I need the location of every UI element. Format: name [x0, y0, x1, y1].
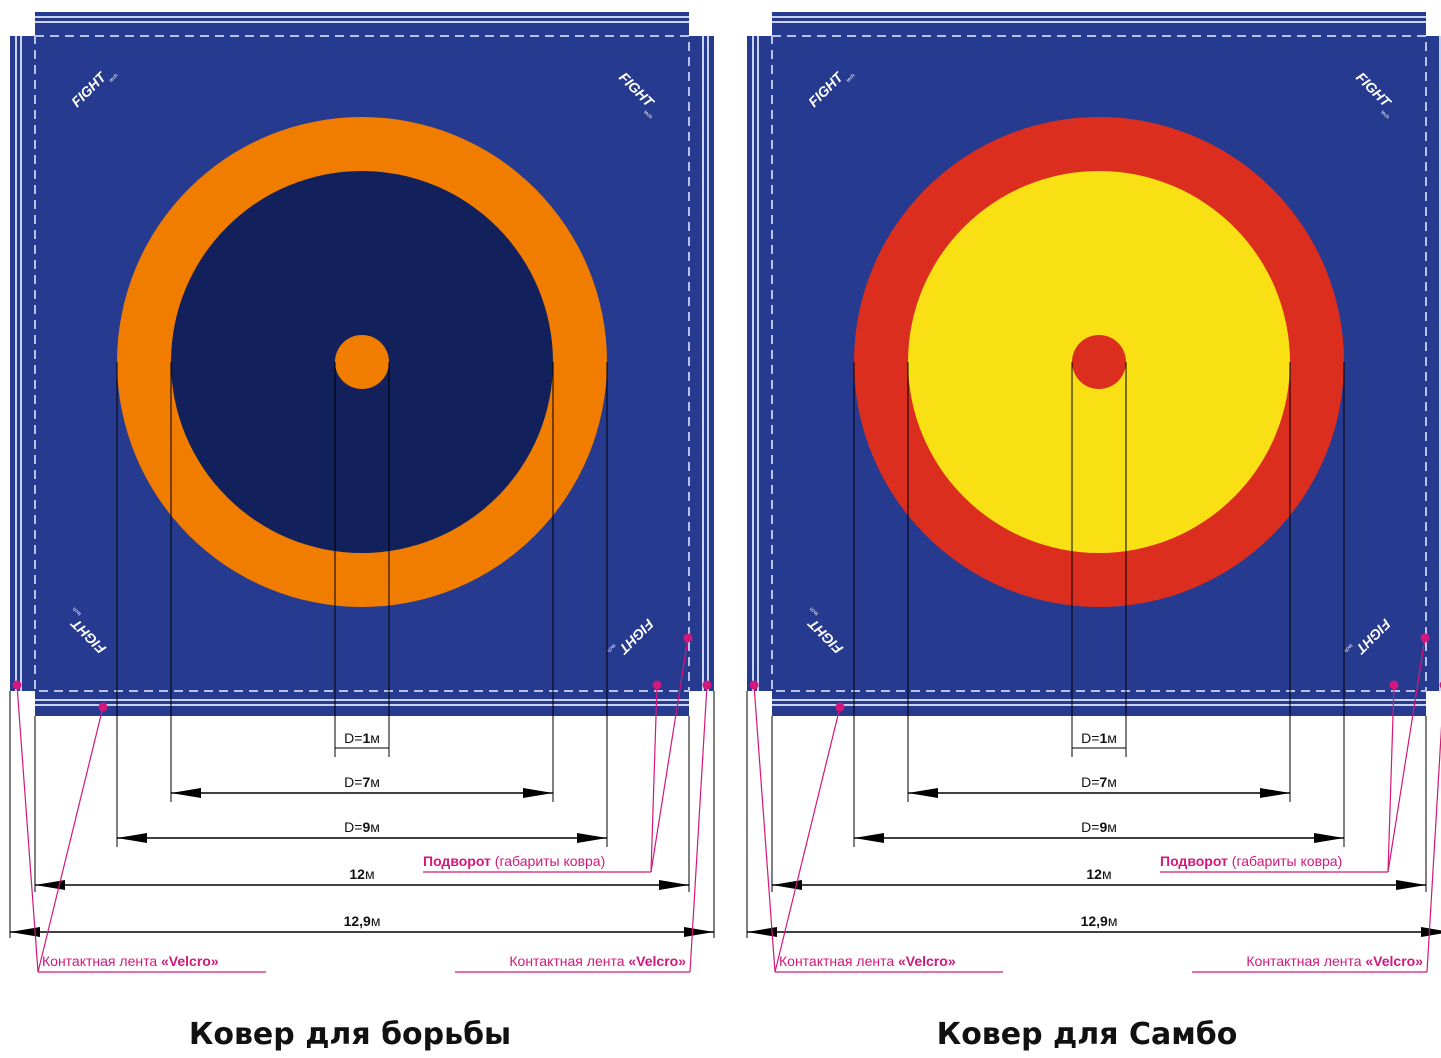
fold-label-bold: Подворот	[1160, 853, 1228, 869]
velcro-label-left: Контактная лента «Velcro»	[779, 953, 956, 969]
dim-label-129: 12,9м	[344, 913, 381, 929]
fold-label-rest: (габариты ковра)	[491, 853, 605, 869]
dim-label-d7-prefix: D=	[344, 774, 362, 790]
callouts: Подворот (габариты ковра) Контактная лент…	[749, 633, 1441, 973]
dim-label-d1-unit: м	[1107, 730, 1117, 746]
dim-label-d9-value: 9	[362, 819, 370, 835]
dim-label-d9-prefix: D=	[344, 819, 362, 835]
fold-leader-2	[650, 637, 689, 873]
velcro-right-leader	[689, 684, 708, 973]
velcro-left-rest: Контактная лента	[42, 953, 161, 969]
velcro-left-point-1	[12, 680, 22, 690]
mat-diagram-wrestling: FIGHT tech FIGHTtechFIGHTtechFIGHTtechD=1м…	[9, 12, 715, 1052]
dim-label-d1-unit: м	[370, 730, 380, 746]
logo-suffix: tech	[1379, 109, 1390, 120]
velcro-left-point-1	[749, 680, 759, 690]
dim-label-d1: D=1м	[344, 730, 380, 746]
velcro-left-rest: Контактная лента	[779, 953, 898, 969]
dashed-border	[34, 35, 690, 692]
fold-point-1	[1389, 680, 1399, 690]
velcro-right-bold: «Velcro»	[1365, 953, 1423, 969]
dim-label-12-value: 12	[1086, 866, 1102, 882]
velcro-left-leader-1	[753, 684, 776, 973]
dim-label-d7: D=7м	[1081, 774, 1117, 790]
logo-suffix: tech	[1342, 642, 1353, 653]
velcro-right-leader	[1426, 725, 1441, 973]
dim-label-d9-value: 9	[1099, 819, 1107, 835]
callouts: Подворот (габариты ковра) Контактная лент…	[12, 633, 712, 973]
velcro-label-left: Контактная лента «Velcro»	[42, 953, 219, 969]
fold-point-2	[1420, 633, 1430, 643]
extension-lines	[746, 362, 1427, 938]
dim-label-d9-prefix: D=	[1081, 819, 1099, 835]
velcro-right-rest: Контактная лента	[509, 953, 628, 969]
dim-label-129-value: 12,9	[344, 913, 371, 929]
dim-label-d7-value: 7	[362, 774, 370, 790]
velcro-right-bold: «Velcro»	[628, 953, 686, 969]
extension-lines	[9, 362, 715, 938]
fold-point-1	[652, 680, 662, 690]
dim-label-12: 12м	[1086, 866, 1111, 882]
dim-label-d9-unit: м	[370, 819, 380, 835]
dim-label-d7-prefix: D=	[1081, 774, 1099, 790]
fold-leader-2	[1387, 637, 1426, 873]
logo-suffix: tech	[72, 605, 83, 616]
dimension-lines	[10, 747, 714, 937]
dim-label-d7-value: 7	[1099, 774, 1107, 790]
dim-label-12: 12м	[349, 866, 374, 882]
center-dot-1m	[1072, 335, 1126, 389]
mat-caption: Ковер для Самбо	[937, 1017, 1238, 1052]
dim-label-d1-prefix: D=	[1081, 730, 1099, 746]
dim-label-d9: D=9м	[344, 819, 380, 835]
velcro-left-point-2	[98, 702, 108, 712]
dim-label-129-unit: м	[371, 913, 381, 929]
velcro-right-point	[702, 680, 712, 690]
dim-label-d1-prefix: D=	[344, 730, 362, 746]
fold-label: Подворот (габариты ковра)	[1160, 853, 1342, 869]
fold-stripes	[15, 16, 709, 706]
logo-suffix: tech	[809, 605, 820, 616]
dashed-border	[771, 35, 1427, 692]
dim-label-129: 12,9м	[1081, 913, 1118, 929]
dim-label-d9-unit: м	[1107, 819, 1117, 835]
mat-diagram-sambo: FIGHT tech FIGHTtechFIGHTtechFIGHTtechD=1м…	[746, 12, 1441, 1052]
dim-label-129-unit: м	[1108, 913, 1118, 929]
velcro-label-right: Контактная лента «Velcro»	[1246, 953, 1423, 969]
dim-label-d1: D=1м	[1081, 730, 1117, 746]
fold-label-bold: Подворот	[423, 853, 491, 869]
dim-label-d1-value: 1	[1099, 730, 1107, 746]
dim-label-12-unit: м	[365, 866, 375, 882]
dim-label-d7-unit: м	[1107, 774, 1117, 790]
dimension-lines	[747, 747, 1441, 937]
fold-point-2	[683, 633, 693, 643]
velcro-left-leader-2	[37, 706, 104, 973]
velcro-left-leader-2	[774, 706, 841, 973]
velcro-label-right: Контактная лента «Velcro»	[509, 953, 686, 969]
center-dot-1m	[335, 335, 389, 389]
logo-suffix: tech	[642, 109, 653, 120]
fold-label-rest: (габариты ковра)	[1228, 853, 1342, 869]
mat-caption: Ковер для борьбы	[189, 1017, 511, 1052]
logo-suffix: tech	[108, 73, 119, 84]
velcro-right-rest: Контактная лента	[1246, 953, 1365, 969]
logo-suffix: tech	[845, 73, 856, 84]
dim-label-d7-unit: м	[370, 774, 380, 790]
dim-label-12-value: 12	[349, 866, 365, 882]
velcro-left-leader-1	[16, 684, 39, 973]
logo-suffix: tech	[605, 642, 616, 653]
velcro-left-bold: «Velcro»	[898, 953, 956, 969]
dim-label-12-unit: м	[1102, 866, 1112, 882]
velcro-left-bold: «Velcro»	[161, 953, 219, 969]
dim-label-129-value: 12,9	[1081, 913, 1108, 929]
fold-leader-1	[1387, 684, 1395, 873]
dim-label-d9: D=9м	[1081, 819, 1117, 835]
fold-leader-1	[650, 684, 658, 873]
velcro-left-point-2	[835, 702, 845, 712]
dim-label-d1-value: 1	[362, 730, 370, 746]
fold-label: Подворот (габариты ковра)	[423, 853, 605, 869]
fold-stripes	[752, 16, 1441, 706]
dim-label-d7: D=7м	[344, 774, 380, 790]
